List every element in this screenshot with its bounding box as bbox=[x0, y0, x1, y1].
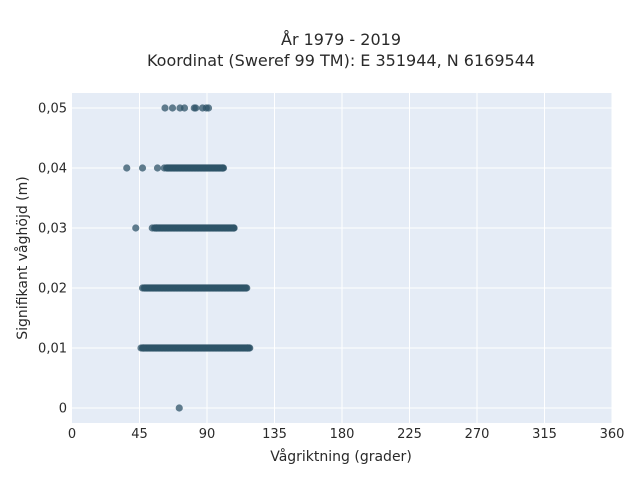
data-point bbox=[168, 104, 177, 112]
y-tick-label: 0,05 bbox=[38, 102, 67, 117]
x-tick-label: 135 bbox=[262, 427, 287, 442]
data-point bbox=[160, 164, 168, 172]
x-tick-label: 270 bbox=[465, 427, 490, 442]
y-tick-label: 0,03 bbox=[38, 222, 67, 237]
x-tick-label: 225 bbox=[397, 427, 422, 442]
x-axis-ticks: 0 45 90 135 180 225 270 315 360 bbox=[68, 427, 625, 442]
data-point bbox=[153, 224, 161, 232]
data-point bbox=[246, 344, 254, 352]
data-point bbox=[192, 104, 200, 112]
x-tick-label: 360 bbox=[600, 427, 625, 442]
y-tick-label: 0,04 bbox=[38, 162, 67, 177]
x-tick-label: 0 bbox=[68, 427, 76, 442]
y-tick-label: 0,02 bbox=[38, 282, 67, 297]
chart-title-line-2: Koordinat (Sweref 99 TM): E 351944, N 61… bbox=[147, 51, 535, 70]
y-axis-label: Signifikant våghöjd (m) bbox=[14, 176, 31, 339]
data-point bbox=[123, 164, 131, 172]
grid-lines bbox=[72, 93, 613, 423]
x-tick-label: 315 bbox=[532, 427, 557, 442]
data-point bbox=[230, 224, 238, 232]
data-point bbox=[153, 164, 162, 172]
x-tick-label: 90 bbox=[199, 427, 216, 442]
y-tick-label: 0,01 bbox=[38, 342, 67, 357]
data-point bbox=[161, 104, 169, 112]
x-tick-label: 180 bbox=[330, 427, 355, 442]
data-point bbox=[138, 284, 147, 292]
chart-title-line-1: År 1979 - 2019 bbox=[281, 30, 401, 49]
x-tick-label: 45 bbox=[131, 427, 148, 442]
x-axis-label: Vågriktning (grader) bbox=[270, 448, 412, 465]
y-tick-label: 0 bbox=[59, 402, 67, 417]
data-point bbox=[139, 344, 147, 352]
data-point bbox=[175, 404, 183, 412]
data-point bbox=[180, 104, 189, 112]
y-axis-ticks: 0 0,01 0,02 0,03 0,04 0,05 bbox=[38, 102, 67, 417]
data-point bbox=[243, 284, 251, 292]
data-point bbox=[204, 104, 213, 112]
data-point bbox=[219, 164, 227, 172]
data-point bbox=[132, 224, 140, 232]
data-points bbox=[123, 104, 254, 412]
data-point bbox=[138, 164, 147, 172]
